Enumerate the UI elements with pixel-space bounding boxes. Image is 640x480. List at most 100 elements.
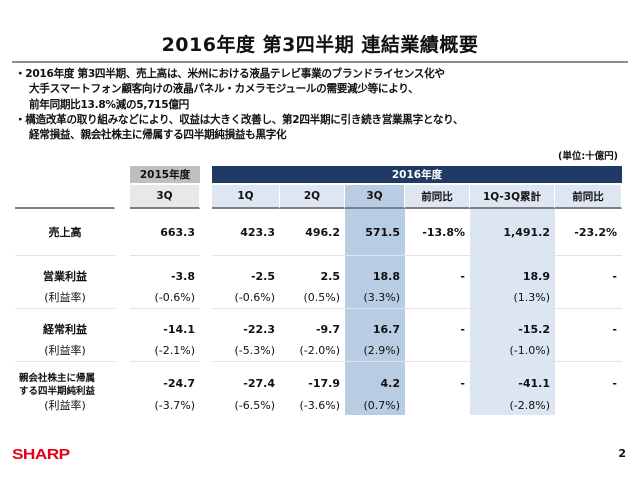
row-label: 経常利益 <box>43 323 87 336</box>
gap <box>115 256 130 286</box>
table-cell <box>405 395 470 415</box>
table-row: 売上高 663.3 423.3 496.2 571.5 -13.8% 1,491.2 -23.… <box>0 209 640 256</box>
gap <box>200 339 212 362</box>
header-2016: 2016年度 <box>212 166 622 183</box>
table-cell: - <box>460 322 465 336</box>
table-cell: 4.2 <box>345 362 405 395</box>
table-cell: -14.1 <box>163 322 195 336</box>
table-cell: -9.7 <box>315 322 340 336</box>
table-cell: (-3.7%) <box>154 398 196 412</box>
column-header: 前同比 <box>555 185 622 209</box>
row-sublabel: (利益率) <box>15 286 115 309</box>
table-cell: 496.2 <box>280 209 345 256</box>
unit-label: (単位:十億円) <box>558 151 618 162</box>
table-cell: - <box>460 377 465 390</box>
bullet-1: ・2016年度 第3四半期、売上高は、米州における液晶テレビ事業のブランドライセ… <box>15 67 463 113</box>
table-cell: -3.8 <box>170 269 195 283</box>
table-cell: 18.9 <box>470 256 555 286</box>
table-cell: (0.7%) <box>345 395 405 415</box>
table-cell <box>405 339 470 362</box>
table-cell: (-2.1%) <box>130 339 200 362</box>
table-cell: -27.4 <box>243 377 275 390</box>
table-row: 親会社株主に帰属 する四半期純利益 -24.7 -27.4 -17.9 4.2- -41.1… <box>0 362 640 397</box>
gap <box>200 256 212 286</box>
table-row: 営業利益 -3.8 -2.5 2.5 18.8-18.9- <box>0 256 640 286</box>
gap <box>200 362 212 395</box>
table-row-margin: (利益率) (-0.6%) (-0.6%) (0.5%) (3.3%) (1.3%) <box>0 286 640 309</box>
table-cell <box>555 395 622 415</box>
row-sublabel: (利益率) <box>15 339 115 362</box>
table-row-margin: (利益率) (-2.1%) (-5.3%) (-2.0%) (2.9%) (-1.0%) <box>0 339 640 362</box>
table-cell: -15.2 <box>470 309 555 339</box>
column-header: 3Q <box>345 185 405 209</box>
table-cell <box>555 286 622 309</box>
table-row-group: 親会社株主に帰属 する四半期純利益 -24.7 -27.4 -17.9 4.2- -41.1… <box>0 362 640 415</box>
table-cell: -23.2% <box>555 209 622 256</box>
table-cell: - <box>612 322 617 336</box>
table-cell: (2.9%) <box>345 339 405 362</box>
gap <box>200 395 212 415</box>
gap <box>200 286 212 309</box>
table-row-margin: (利益率) (-3.7%) (-6.5%) (-3.6%) (0.7%) (-2.8%) <box>0 395 640 415</box>
bullet-line: 前年同期比13.8%減の5,715億円 <box>29 98 189 111</box>
table-row-group: 売上高 663.3 423.3 496.2 571.5 -13.8% 1,491.2 -23.… <box>0 209 640 256</box>
table-row: 経常利益 -14.1 -22.3 -9.7 16.7- -15.2- <box>0 309 640 339</box>
column-header: 1Q <box>212 185 280 209</box>
bullet-line: 大手スマートフォン顧客向けの液晶パネル・カメラモジュールの需要減少等により、 <box>29 83 419 96</box>
table-cell: -17.9 <box>308 377 340 390</box>
column-header: 前同比 <box>405 185 470 209</box>
table-cell: - <box>460 269 465 283</box>
gap <box>115 395 130 415</box>
gap <box>200 183 212 209</box>
table-cell: - <box>612 269 617 283</box>
column-header: 3Q <box>130 185 200 209</box>
table-cell: -13.8% <box>405 209 470 256</box>
table-cell: (0.5%) <box>280 286 345 309</box>
gap <box>115 286 130 309</box>
gap <box>115 362 130 395</box>
column-header <box>15 185 115 209</box>
table-cell: 663.3 <box>130 209 200 256</box>
table-cell: (-0.6%) <box>130 286 200 309</box>
row-label-line: する四半期純利益 <box>19 386 96 397</box>
table-row-group: 経常利益 -14.1 -22.3 -9.7 16.7- -15.2- (利益率) (-2.1%… <box>0 309 640 362</box>
table-cell: (-2.0%) <box>280 339 345 362</box>
row-sublabel: (利益率) <box>44 399 86 412</box>
table-cell: (-0.6%) <box>212 286 280 309</box>
table-cell: (-6.5%) <box>234 398 276 412</box>
header-blank <box>15 166 115 183</box>
page-number: 2 <box>618 447 626 460</box>
table-cell: 423.3 <box>212 209 280 256</box>
gap <box>115 339 130 362</box>
table-row-group: 営業利益 -3.8 -2.5 2.5 18.8-18.9- (利益率) (-0.6%) (-0… <box>0 256 640 309</box>
gap <box>200 209 212 256</box>
header-2015: 2015年度 <box>130 166 200 183</box>
row-label: 親会社株主に帰属 する四半期純利益 <box>15 362 115 397</box>
table-cell: (-3.6%) <box>299 398 341 412</box>
gap <box>115 183 130 209</box>
bullet-line: ・構造改革の取り組みなどにより、収益は大きく改善し、第2四半期に引き続き営業黒字… <box>15 113 464 126</box>
table-cell: -41.1 <box>470 362 555 395</box>
row-label: 売上高 <box>15 209 115 256</box>
table-cell: 571.5 <box>345 209 405 256</box>
bullet-2: ・構造改革の取り組みなどにより、収益は大きく改善し、第2四半期に引き続き営業黒字… <box>15 113 464 144</box>
column-header: 1Q-3Q累計 <box>470 185 555 209</box>
table-cell: -24.7 <box>163 377 195 390</box>
bullet-line: ・2016年度 第3四半期、売上高は、米州における液晶テレビ事業のブランドライセ… <box>15 68 445 80</box>
gap <box>115 309 130 339</box>
header-row-period: 3Q 1Q 2Q 3Q 前同比 1Q-3Q累計 前同比 <box>0 183 640 209</box>
row-label-line: 親会社株主に帰属 <box>19 373 96 384</box>
slide-title: 2016年度 第3四半期 連結業績概要 <box>161 34 479 56</box>
bullet-line: 経常損益、親会社株主に帰属する四半期純損益も黒字化 <box>29 129 287 142</box>
table-cell: 2.5 <box>320 269 341 283</box>
table-cell: (-1.0%) <box>470 339 555 362</box>
header-row-year: 2015年度 2016年度 <box>0 166 640 183</box>
table-cell: 16.7 <box>345 309 405 339</box>
column-header: 2Q <box>280 185 345 209</box>
table-cell: -2.5 <box>250 269 275 283</box>
gap <box>200 309 212 339</box>
table-cell <box>405 286 470 309</box>
summary-bullets: ・2016年度 第3四半期、売上高は、米州における液晶テレビ事業のブランドライセ… <box>15 67 464 144</box>
table-cell: - <box>612 377 617 390</box>
title-divider <box>12 61 628 63</box>
